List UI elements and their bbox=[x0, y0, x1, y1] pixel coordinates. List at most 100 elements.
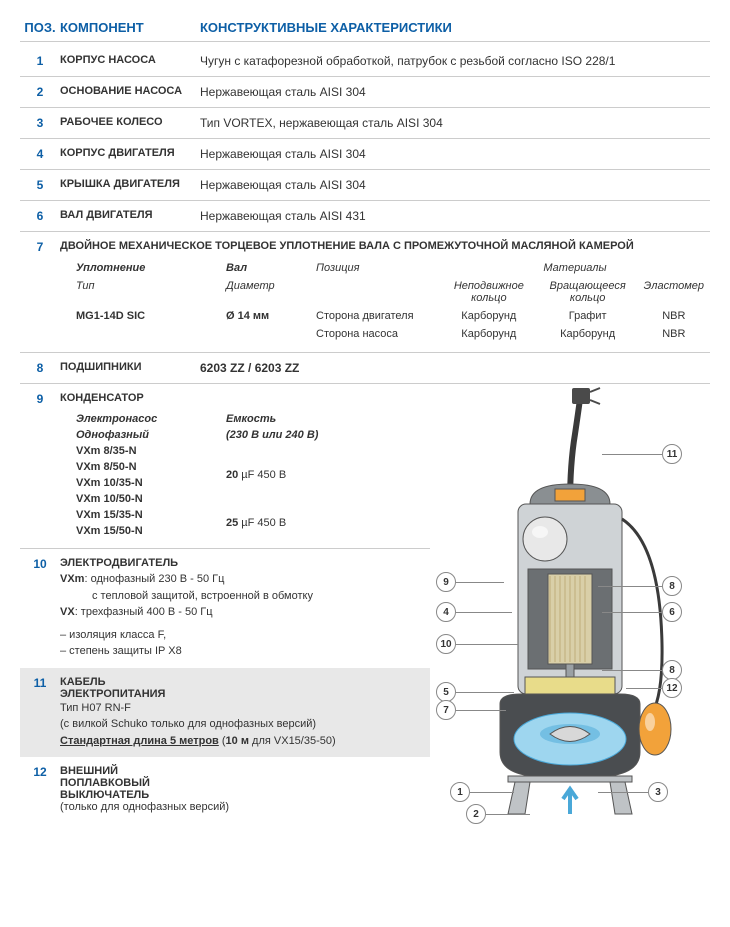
row-4: 4КОРПУС ДВИГАТЕЛЯНержавеющая сталь AISI … bbox=[20, 139, 710, 170]
m1c: NBR bbox=[640, 308, 708, 324]
callout-7: 7 bbox=[436, 700, 506, 720]
row-2: 2ОСНОВАНИЕ НАСОСАНержавеющая сталь AISI … bbox=[20, 77, 710, 108]
seal-dia: Ø 14 мм bbox=[222, 308, 310, 324]
desc: Тип VORTEX, нержавеющая сталь AISI 304 bbox=[200, 116, 710, 130]
row-10: 10 ЭЛЕКТРОДВИГАТЕЛЬ VXm: однофазный 230 … bbox=[20, 549, 430, 668]
c1a: 20 bbox=[226, 469, 238, 481]
title-7: ДВОЙНОЕ МЕХАНИЧЕСКОЕ ТОРЦЕВОЕ УПЛОТНЕНИЕ… bbox=[60, 240, 634, 254]
pos: 1 bbox=[20, 54, 60, 68]
m2a: Карборунд bbox=[442, 326, 536, 342]
row-9: 9 КОНДЕНСАТОР Электронасос Емкость Одноф… bbox=[20, 384, 430, 549]
desc-8: 6203 ZZ / 6203 ZZ bbox=[200, 361, 710, 375]
header-desc: КОНСТРУКТИВНЫЕ ХАРАКТЕРИСТИКИ bbox=[200, 20, 710, 35]
h-pos: Позиция bbox=[312, 260, 440, 306]
r10-l4: – степень защиты IP X8 bbox=[60, 643, 430, 660]
pos-7: 7 bbox=[20, 240, 60, 254]
pos-10: 10 bbox=[20, 557, 60, 571]
g1-0: VXm 8/35-N bbox=[72, 444, 220, 458]
comp-10: ЭЛЕКТРОДВИГАТЕЛЬ bbox=[60, 557, 200, 571]
r11-l3c: 10 м bbox=[226, 735, 249, 747]
row-5: 5КРЫШКА ДВИГАТЕЛЯНержавеющая сталь AISI … bbox=[20, 170, 710, 201]
row-1: 1КОРПУС НАСОСАЧугун с катафорезной обраб… bbox=[20, 46, 710, 77]
r10-l2b: : трехфазный 400 В - 50 Гц bbox=[75, 606, 213, 618]
pos-8: 8 bbox=[20, 361, 60, 375]
m1a: Карборунд bbox=[442, 308, 536, 324]
r11-l1: Тип H07 RN-F bbox=[60, 700, 430, 717]
g1-3: VXm 10/50-N bbox=[72, 492, 220, 506]
c1b: µF 450 В bbox=[238, 469, 286, 481]
row-3: 3РАБОЧЕЕ КОЛЕСОТип VORTEX, нержавеющая с… bbox=[20, 108, 710, 139]
comp-9: КОНДЕНСАТОР bbox=[60, 392, 200, 406]
desc: Нержавеющая сталь AISI 431 bbox=[200, 209, 710, 223]
row-7: 7 ДВОЙНОЕ МЕХАНИЧЕСКОЕ ТОРЦЕВОЕ УПЛОТНЕН… bbox=[20, 232, 710, 353]
callout-4: 4 bbox=[436, 602, 512, 622]
sh-fixed: Неподвижное кольцо bbox=[442, 278, 536, 306]
r10-l1a: VXm bbox=[60, 573, 84, 585]
comp: ОСНОВАНИЕ НАСОСА bbox=[60, 85, 200, 97]
r10-l1b: : однофазный 230 В - 50 Гц bbox=[84, 573, 224, 585]
sh-type: Тип bbox=[72, 278, 220, 306]
header-comp: КОМПОНЕНТ bbox=[60, 20, 200, 35]
c2b: µF 450 В bbox=[238, 517, 286, 529]
table-header: ПОЗ. КОМПОНЕНТ КОНСТРУКТИВНЫЕ ХАРАКТЕРИС… bbox=[20, 20, 710, 42]
comp: ВАЛ ДВИГАТЕЛЯ bbox=[60, 209, 200, 221]
row-11: 11 КАБЕЛЬ ЭЛЕКТРОПИТАНИЯ Тип H07 RN-F (с… bbox=[20, 668, 430, 758]
sh-dia: Диаметр bbox=[222, 278, 310, 306]
callout-8: 8 bbox=[602, 660, 682, 680]
p2: Сторона насоса bbox=[312, 326, 440, 342]
callout-3: 3 bbox=[598, 782, 668, 802]
h-shaft: Вал bbox=[222, 260, 310, 276]
m2c: NBR bbox=[640, 326, 708, 342]
sh-rot: Вращающееся кольцо bbox=[538, 278, 638, 306]
sh-volt: (230 В или 240 В) bbox=[222, 428, 322, 442]
pos: 2 bbox=[20, 85, 60, 99]
pos: 6 bbox=[20, 209, 60, 223]
callout-9: 9 bbox=[436, 572, 504, 592]
pos: 5 bbox=[20, 178, 60, 192]
comp: КРЫШКА ДВИГАТЕЛЯ bbox=[60, 178, 200, 190]
r12-l1: (только для однофазных версий) bbox=[20, 801, 430, 813]
callout-8: 8 bbox=[598, 576, 682, 596]
h-cap: Емкость bbox=[222, 412, 322, 426]
callout-11: 11 bbox=[602, 444, 682, 464]
desc: Нержавеющая сталь AISI 304 bbox=[200, 178, 710, 192]
r11-l3a: Стандартная длина 5 метров bbox=[60, 735, 219, 747]
desc: Нержавеющая сталь AISI 304 bbox=[200, 85, 710, 99]
header-pos: ПОЗ. bbox=[20, 20, 60, 35]
h-pump: Электронасос bbox=[72, 412, 220, 426]
table-9: Электронасос Емкость Однофазный (230 В и… bbox=[20, 410, 324, 540]
h-seal: Уплотнение bbox=[72, 260, 220, 276]
callout-12: 12 bbox=[626, 678, 682, 698]
g2-0: VXm 15/35-N bbox=[72, 508, 220, 522]
callout-6: 6 bbox=[602, 602, 682, 622]
comp-8: ПОДШИПНИКИ bbox=[60, 361, 200, 373]
r11-l3b: ( bbox=[219, 735, 226, 747]
m1b: Графит bbox=[538, 308, 638, 324]
g1-2: VXm 10/35-N bbox=[72, 476, 220, 490]
pump-diagram: 1194105786812123 bbox=[430, 384, 710, 824]
m2b: Карборунд bbox=[538, 326, 638, 342]
g1-1: VXm 8/50-N bbox=[72, 460, 220, 474]
comp: КОРПУС ДВИГАТЕЛЯ bbox=[60, 147, 200, 159]
c2a: 25 bbox=[226, 517, 238, 529]
comp-12: ВНЕШНИЙ ПОПЛАВКОВЫЙ ВЫКЛЮЧАТЕЛЬ bbox=[60, 765, 200, 801]
callout-2: 2 bbox=[466, 804, 530, 824]
row-8: 8 ПОДШИПНИКИ 6203 ZZ / 6203 ZZ bbox=[20, 353, 710, 384]
g2-1: VXm 15/50-N bbox=[72, 524, 220, 538]
seal-model: MG1-14D SIC bbox=[72, 308, 220, 324]
h-mat: Материалы bbox=[442, 260, 708, 276]
comp: РАБОЧЕЕ КОЛЕСО bbox=[60, 116, 200, 128]
pos-11: 11 bbox=[20, 676, 60, 700]
table-7: Уплотнение Вал Позиция Материалы Тип Диа… bbox=[20, 258, 710, 344]
r10-l1c: с тепловой защитой, встроенной в обмотку bbox=[60, 588, 430, 605]
callout-10: 10 bbox=[436, 634, 518, 654]
sh-elast: Эластомер bbox=[640, 278, 708, 306]
desc: Чугун с катафорезной обработкой, патрубо… bbox=[200, 54, 710, 68]
comp: КОРПУС НАСОСА bbox=[60, 54, 200, 66]
callout-5: 5 bbox=[436, 682, 514, 702]
sh-phase: Однофазный bbox=[72, 428, 220, 442]
comp-11: КАБЕЛЬ ЭЛЕКТРОПИТАНИЯ bbox=[60, 676, 200, 700]
row-12: 12 ВНЕШНИЙ ПОПЛАВКОВЫЙ ВЫКЛЮЧАТЕЛЬ (толь… bbox=[20, 757, 430, 821]
pos-12: 12 bbox=[20, 765, 60, 801]
pos: 3 bbox=[20, 116, 60, 130]
